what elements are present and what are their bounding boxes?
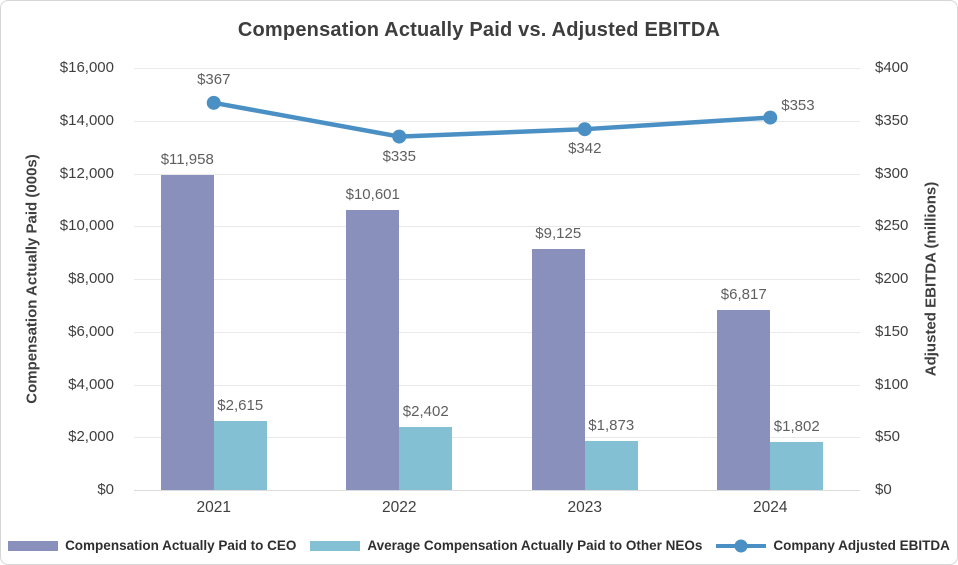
legend: Compensation Actually Paid to CEO Averag…: [1, 538, 957, 553]
gridline: [134, 279, 860, 280]
bar-value-label: $2,402: [402, 402, 449, 420]
bar-ceo-2022: [346, 210, 400, 490]
bar-value-label: $11,958: [160, 150, 214, 168]
y-tick-label-right: $200: [875, 270, 909, 287]
gridline: [134, 173, 860, 175]
y-tick-label-right: $350: [875, 111, 909, 129]
x-tick-label: 2023: [567, 499, 602, 516]
legend-label-ceo: Compensation Actually Paid to CEO: [65, 538, 297, 553]
bar-value-label: $1,873: [588, 416, 635, 434]
gridline: [134, 226, 860, 228]
ceo-bar-swatch: [8, 540, 59, 551]
y-tick-label-right: $0: [875, 481, 892, 498]
y-tick-label-left: $10,000: [59, 217, 114, 235]
bar-value-label: $10,601: [345, 186, 400, 204]
bar-neo-2023: [584, 440, 638, 490]
y-tick-label-left: $12,000: [59, 164, 114, 182]
gridline: [134, 331, 860, 333]
gridline: [134, 68, 860, 69]
y-tick-label-left: $0: [97, 481, 114, 498]
line-value-label: $342: [568, 140, 602, 158]
ebitda-line-swatch: [716, 539, 767, 553]
bar-ceo-2021: [160, 174, 214, 490]
bar-neo-2021: [213, 421, 267, 490]
legend-item-neo: Average Compensation Actually Paid to Ot…: [310, 538, 702, 553]
y-tick-label-right: $300: [875, 164, 909, 182]
x-tick-label: 2024: [753, 499, 788, 516]
legend-line-dot: [734, 539, 748, 552]
y-tick-label-left: $4,000: [68, 375, 114, 393]
bar-neo-2024: [770, 442, 824, 490]
y-tick-label-left: $2,000: [68, 428, 114, 446]
gridline: [134, 120, 860, 122]
x-tick-label: 2021: [196, 499, 231, 516]
bar-ceo-2023: [531, 249, 585, 490]
bar-neo-2022: [399, 426, 453, 490]
bar-ceo-2024: [717, 310, 771, 490]
line-value-label: $367: [197, 70, 231, 88]
gridline: [134, 384, 860, 386]
bar-value-label: $2,615: [217, 397, 264, 415]
y-tick-label-left: $14,000: [59, 111, 114, 129]
plot-area: [121, 68, 863, 491]
legend-item-ebitda: Company Adjusted EBITDA: [716, 538, 950, 553]
legend-item-ceo: Compensation Actually Paid to CEO: [8, 538, 296, 553]
y-tick-label-right: $50: [875, 428, 901, 446]
y-tick-label-left: $8,000: [68, 270, 114, 287]
gridline: [134, 437, 860, 439]
legend-label-ebitda: Company Adjusted EBITDA: [773, 538, 950, 553]
y-tick-label-right: $150: [875, 322, 909, 340]
line-value-label: $335: [382, 147, 416, 165]
line-value-label: $353: [781, 96, 815, 114]
bar-value-label: $1,802: [773, 418, 820, 436]
legend-label-neo: Average Compensation Actually Paid to Ot…: [367, 538, 703, 553]
bar-value-label: $6,817: [720, 286, 767, 304]
bar-value-label: $9,125: [535, 225, 582, 243]
right-axis-title: Adjusted EBITDA (millions): [922, 181, 940, 377]
neo-bar-swatch: [310, 540, 361, 551]
x-axis-baseline: [134, 490, 860, 491]
y-tick-label-right: $400: [875, 59, 909, 76]
x-tick-label: 2022: [382, 499, 417, 516]
y-tick-label-right: $250: [875, 217, 909, 235]
y-tick-label-left: $16,000: [59, 59, 114, 76]
y-tick-label-left: $6,000: [68, 322, 114, 340]
y-tick-label-right: $100: [875, 375, 909, 393]
chart-title: Compensation Actually Paid vs. Adjusted …: [237, 19, 721, 41]
